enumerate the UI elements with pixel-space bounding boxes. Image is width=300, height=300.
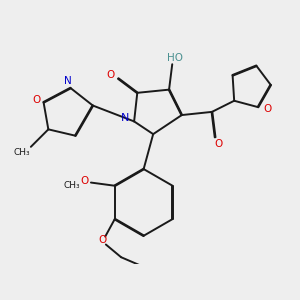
- Text: N: N: [64, 76, 71, 86]
- Text: N: N: [120, 113, 129, 123]
- Text: O: O: [263, 104, 272, 114]
- Text: CH₃: CH₃: [64, 181, 80, 190]
- Text: O: O: [106, 70, 114, 80]
- Text: CH₃: CH₃: [14, 148, 30, 157]
- Text: O: O: [32, 95, 41, 105]
- Text: O: O: [80, 176, 89, 186]
- Text: HO: HO: [167, 53, 183, 63]
- Text: O: O: [214, 139, 222, 148]
- Text: O: O: [98, 236, 106, 245]
